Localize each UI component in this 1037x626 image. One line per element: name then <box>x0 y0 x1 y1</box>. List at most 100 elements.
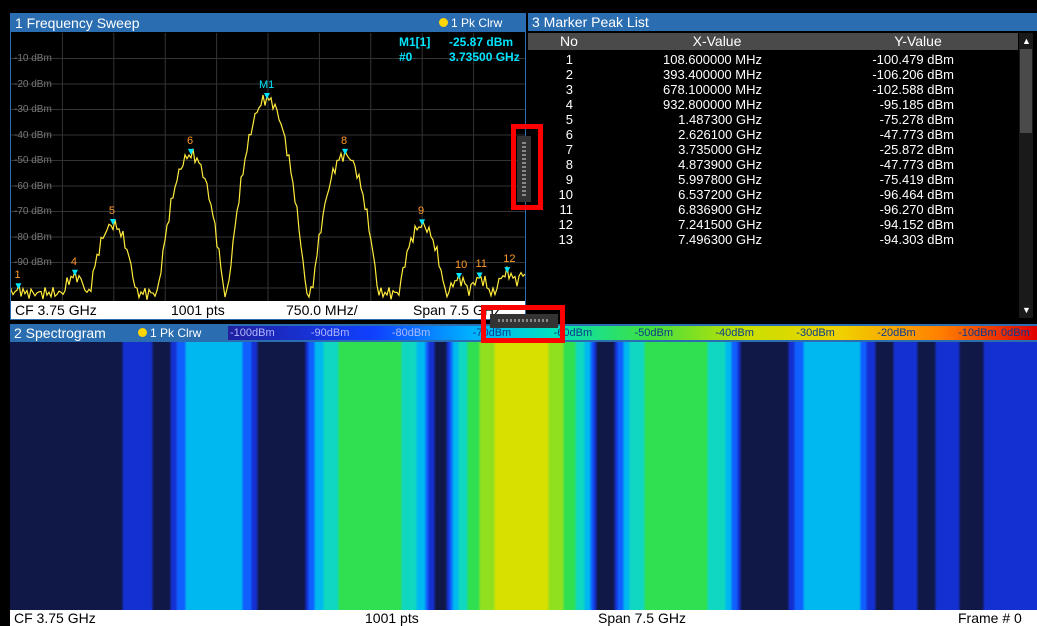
cell-y-value: -94.303 dBm <box>879 232 954 247</box>
sweep-points: 1001 pts <box>171 302 225 318</box>
marker-name: M1[1] <box>399 35 431 49</box>
peak-label: 6 <box>186 134 194 147</box>
cell-no: 2 <box>565 67 573 82</box>
color-scale-label: -50dBm <box>634 327 674 339</box>
trace-indicator-icon <box>439 18 448 28</box>
peak-list-title[interactable]: 3 Marker Peak List <box>528 13 1037 31</box>
spectrogram-display[interactable] <box>10 342 1037 610</box>
spectrogram-title-bar[interactable]: 2 Spectrogram 1 Pk Clrw -100dBm -90dBm -80… <box>10 324 1037 342</box>
cell-no: 5 <box>565 112 573 127</box>
cell-y-value: -94.152 dBm <box>879 217 954 232</box>
peak-marker <box>71 269 78 276</box>
peak-marker <box>419 219 426 226</box>
table-row[interactable]: 10 6.537200 GHz -96.464 dBm <box>528 187 1018 202</box>
table-row[interactable]: 6 2.626100 GHz -47.773 dBm <box>528 127 1018 142</box>
scroll-down-icon[interactable]: ▼ <box>1022 305 1031 315</box>
color-scale-label: -90dBm <box>310 327 350 339</box>
vertical-splitter-handle[interactable] <box>517 136 531 202</box>
peak-marker <box>342 148 349 155</box>
cell-y-value: -106.206 dBm <box>872 67 954 82</box>
table-row[interactable]: 7 3.735000 GHz -25.872 dBm <box>528 142 1018 157</box>
cell-no: 4 <box>565 97 573 112</box>
table-row[interactable]: 4 932.800000 MHz -95.185 dBm <box>528 97 1018 112</box>
cell-x-value: 5.997800 GHz <box>678 172 762 187</box>
sweep-trace-badge[interactable]: 1 Pk Clrw <box>439 14 502 32</box>
cell-x-value: 393.400000 MHz <box>662 67 762 82</box>
cell-no: 1 <box>565 52 573 67</box>
peak-marker <box>15 283 22 290</box>
peak-label: 4 <box>70 255 78 268</box>
peak-marker <box>109 218 116 225</box>
marker-level: -25.87 dBm <box>449 35 514 49</box>
table-row[interactable]: 1 108.600000 MHz -100.479 dBm <box>528 52 1018 67</box>
cell-no: 3 <box>565 82 573 97</box>
cell-x-value: 108.600000 MHz <box>662 52 762 67</box>
cell-no: 12 <box>558 217 573 232</box>
spectrogram-span: Span 7.5 GHz <box>598 610 686 626</box>
color-scale-bar: -100dBm -90dBm -80dBm -70dBm -60dBm -50dBm -40… <box>228 326 1037 340</box>
color-scale-label: -10dBm <box>958 327 997 339</box>
y-axis-label: -70 dBm <box>14 206 52 217</box>
sweep-span: Span 7.5 GHz <box>413 302 501 318</box>
cell-y-value: -102.588 dBm <box>872 82 954 97</box>
highlight-box <box>511 124 543 210</box>
table-row[interactable]: 5 1.487300 GHz -75.278 dBm <box>528 112 1018 127</box>
scroll-up-icon[interactable]: ▲ <box>1022 36 1031 46</box>
spectrogram-title: 2 Spectrogram <box>14 325 106 341</box>
peak-label: 5 <box>108 204 116 217</box>
cell-y-value: -47.773 dBm <box>879 157 954 172</box>
y-axis-label: -90 dBm <box>14 257 52 268</box>
cell-no: 8 <box>565 157 573 172</box>
cell-y-value: -75.278 dBm <box>879 112 954 127</box>
peak-label: 10 <box>455 258 468 271</box>
table-row[interactable]: 3 678.100000 MHz -102.588 dBm <box>528 82 1018 97</box>
marker-ref: #0 <box>399 50 413 64</box>
spectrogram-center-frequency: CF 3.75 GHz <box>14 610 96 626</box>
cell-x-value: 932.800000 MHz <box>662 97 762 112</box>
sweep-footer: CF 3.75 GHz 1001 pts 750.0 MHz/ Span 7.5… <box>11 301 525 319</box>
table-row[interactable]: 2 393.400000 MHz -106.206 dBm <box>528 67 1018 82</box>
table-row[interactable]: 9 5.997800 GHz -75.419 dBm <box>528 172 1018 187</box>
scrollbar-thumb[interactable] <box>1020 49 1032 133</box>
sweep-plot-area[interactable]: -10 dBm -20 dBm -30 dBm -40 dBm -50 dBm -60 d… <box>11 33 525 301</box>
table-row[interactable]: 13 7.496300 GHz -94.303 dBm <box>528 232 1018 247</box>
color-scale-label: -40dBm <box>715 327 754 339</box>
sweep-title-bar[interactable]: 1 Frequency Sweep 1 Pk Clrw <box>11 14 525 32</box>
peak-list-header: No X-Value Y-Value <box>528 33 1018 50</box>
peak-label: M1 <box>258 78 275 91</box>
highlight-box <box>481 305 565 343</box>
peak-marker <box>456 272 463 279</box>
frequency-sweep-window[interactable]: 1 Frequency Sweep 1 Pk Clrw -10 dBm -20 d… <box>10 13 526 320</box>
horizontal-splitter-handle[interactable] <box>490 314 558 328</box>
spectrogram-points: 1001 pts <box>365 610 419 626</box>
y-axis-label: -80 dBm <box>14 231 52 243</box>
cell-x-value: 4.873900 GHz <box>678 157 762 172</box>
cell-y-value: -100.479 dBm <box>872 52 954 67</box>
color-scale-label: -100dBm <box>230 327 275 339</box>
peak-marker <box>263 92 270 99</box>
cell-x-value: 7.496300 GHz <box>678 232 762 247</box>
cell-y-value: -47.773 dBm <box>879 127 954 142</box>
cell-no: 7 <box>565 142 573 157</box>
cell-no: 13 <box>558 232 573 247</box>
cell-no: 9 <box>565 172 573 187</box>
sweep-trace-label: 1 Pk Clrw <box>451 16 503 30</box>
cell-x-value: 1.487300 GHz <box>678 112 762 127</box>
cell-x-value: 6.836900 GHz <box>678 202 762 217</box>
header-no: No <box>560 33 578 49</box>
table-row[interactable]: 11 6.836900 GHz -96.270 dBm <box>528 202 1018 217</box>
cell-y-value: -75.419 dBm <box>879 172 954 187</box>
cell-no: 11 <box>559 202 574 217</box>
header-y-value: Y-Value <box>894 33 942 49</box>
peak-marker <box>476 272 483 279</box>
peak-label: 11 <box>475 258 487 271</box>
cell-x-value: 3.735000 GHz <box>678 142 762 157</box>
spectrogram-trace-label: 1 Pk Clrw <box>150 326 202 340</box>
peak-label: 1 <box>14 269 21 282</box>
spectrogram-frame: Frame # 0 <box>958 610 1022 626</box>
spectrogram-trace-badge[interactable]: 1 Pk Clrw <box>138 324 201 342</box>
peak-list-scrollbar[interactable]: ▲ ▼ <box>1019 33 1033 318</box>
table-row[interactable]: 12 7.241500 GHz -94.152 dBm <box>528 217 1018 232</box>
table-row[interactable]: 8 4.873900 GHz -47.773 dBm <box>528 157 1018 172</box>
